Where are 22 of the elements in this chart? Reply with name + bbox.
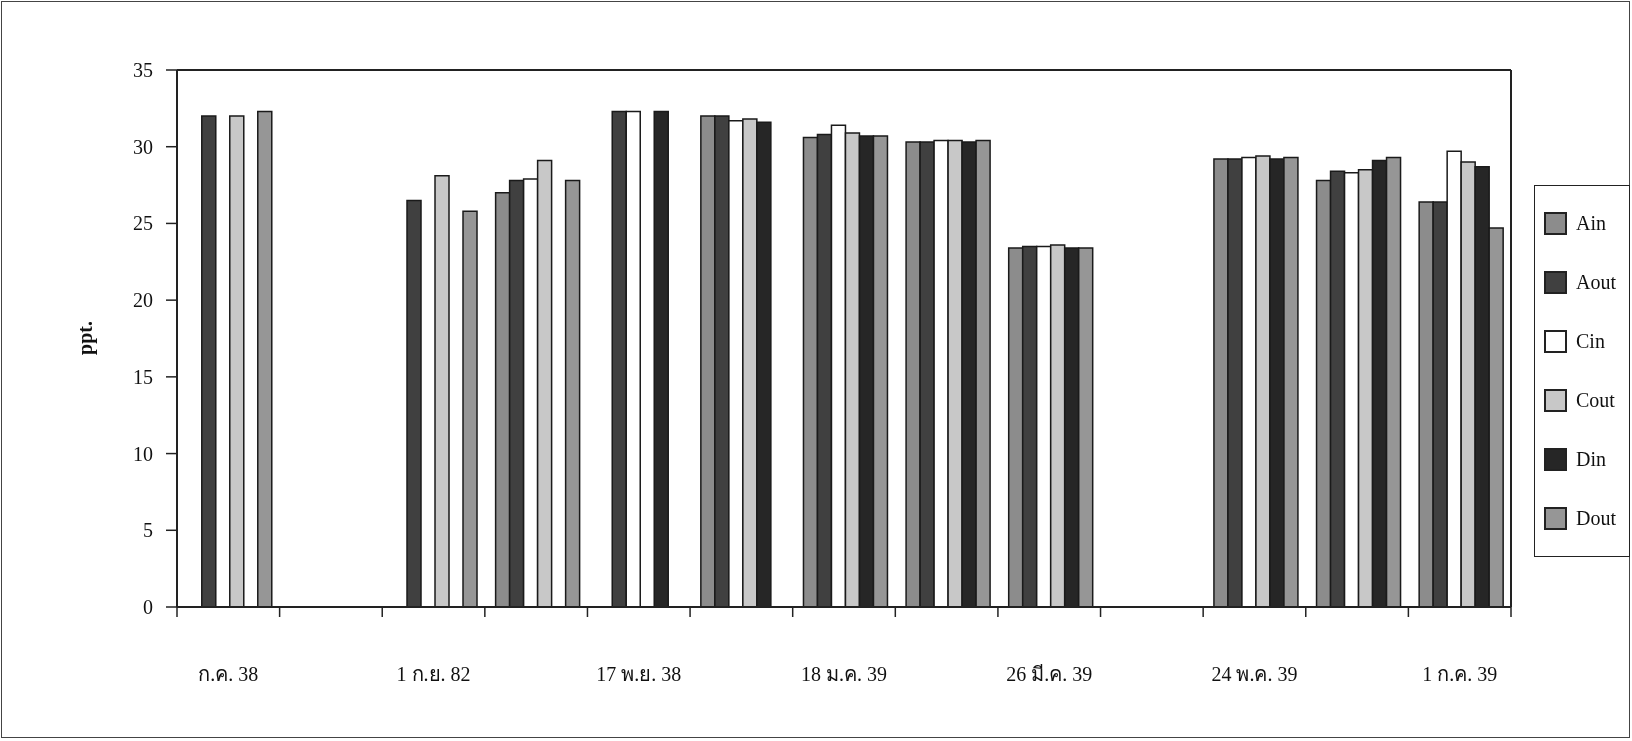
y-tick-label: 30	[133, 135, 153, 158]
y-tick-label: 0	[143, 596, 153, 618]
x-tick-label: ก.ค. 38	[198, 663, 259, 685]
legend-label: Din	[1576, 447, 1606, 471]
y-tick-label: 5	[143, 519, 153, 542]
x-tick-label: 24 พ.ค. 39	[1211, 663, 1298, 685]
x-tick-label: 1 ก.ค. 39	[1422, 663, 1498, 685]
y-axis-title: ppt.	[74, 321, 97, 355]
x-tick-label: 17 พ.ย. 38	[596, 663, 682, 685]
y-tick-label: 15	[133, 365, 153, 388]
y-tick-label: 25	[133, 212, 153, 235]
legend-label: Aout	[1576, 270, 1616, 294]
y-tick-label: 10	[133, 442, 153, 465]
legend-label: Cout	[1576, 388, 1615, 412]
y-tick-label: 20	[133, 289, 153, 312]
x-tick-label: 18 ม.ค. 39	[801, 663, 887, 685]
x-tick-label: 26 มี.ค. 39	[1006, 663, 1093, 685]
y-tick-label: 35	[133, 59, 153, 81]
legend-label: Cin	[1576, 329, 1605, 353]
x-tick-label: 1 ก.ย. 82	[396, 663, 471, 685]
legend-label: Dout	[1576, 506, 1616, 530]
legend-label: Ain	[1576, 211, 1606, 235]
